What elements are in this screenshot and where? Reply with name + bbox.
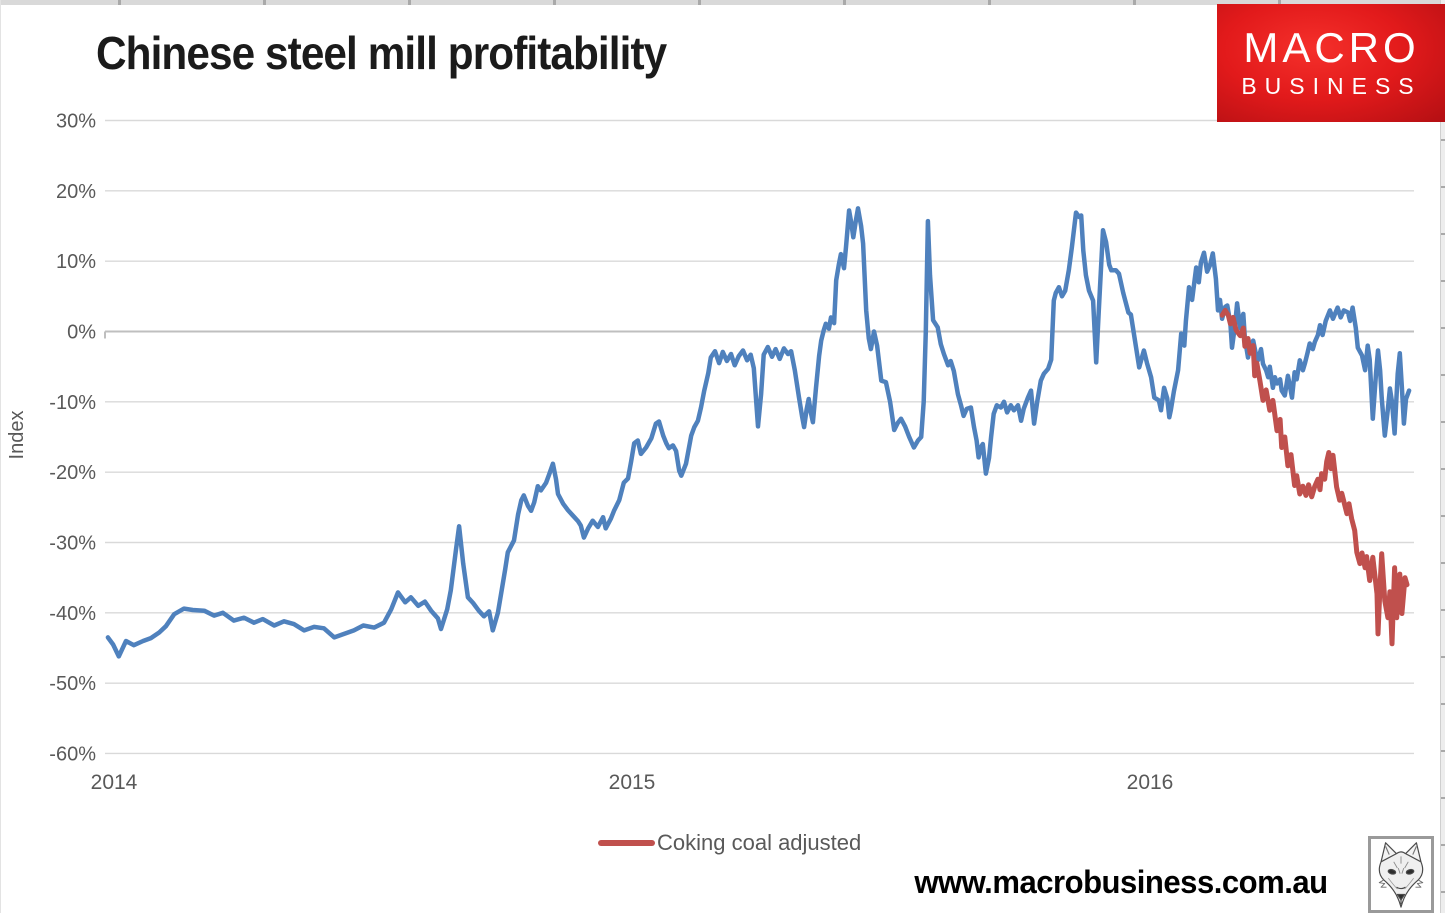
legend-label: Coking coal adjusted [657,830,862,855]
website-url: www.macrobusiness.com.au [914,864,1328,900]
y-tick-label: 0% [67,322,96,344]
series-line-coking-coal-adjusted [1219,307,1410,647]
x-tick-label: 2015 [609,771,656,794]
series-line-steel-profitability [105,206,1412,659]
chart-legend: Coking coal adjusted [598,830,861,856]
legend-line-swatch [598,840,655,846]
fox-head-icon [1378,842,1424,908]
x-tick-label: 2016 [1127,771,1174,794]
y-tick-label: -30% [49,532,96,554]
y-tick-label: 30% [56,111,96,133]
x-tick-label: 2014 [91,771,138,794]
fox-logo-box [1368,836,1434,913]
y-tick-label: -20% [49,462,96,484]
logo-word-macro: MACRO [1243,24,1420,72]
right-ruler-strip [1440,0,1445,913]
macrobusiness-logo: MACRO BUSINESS [1217,4,1445,122]
y-tick-label: -50% [49,673,96,695]
y-tick-label: 10% [56,251,96,273]
logo-word-business: BUSINESS [1241,72,1422,99]
y-tick-label: -60% [49,743,96,765]
y-tick-label: 20% [56,181,96,203]
top-ruler-strip [1,0,1445,5]
y-tick-label: -40% [49,603,96,625]
chart-title: Chinese steel mill profitability [96,27,667,79]
y-tick-label: -10% [49,392,96,414]
y-axis-title: Index [6,411,28,460]
